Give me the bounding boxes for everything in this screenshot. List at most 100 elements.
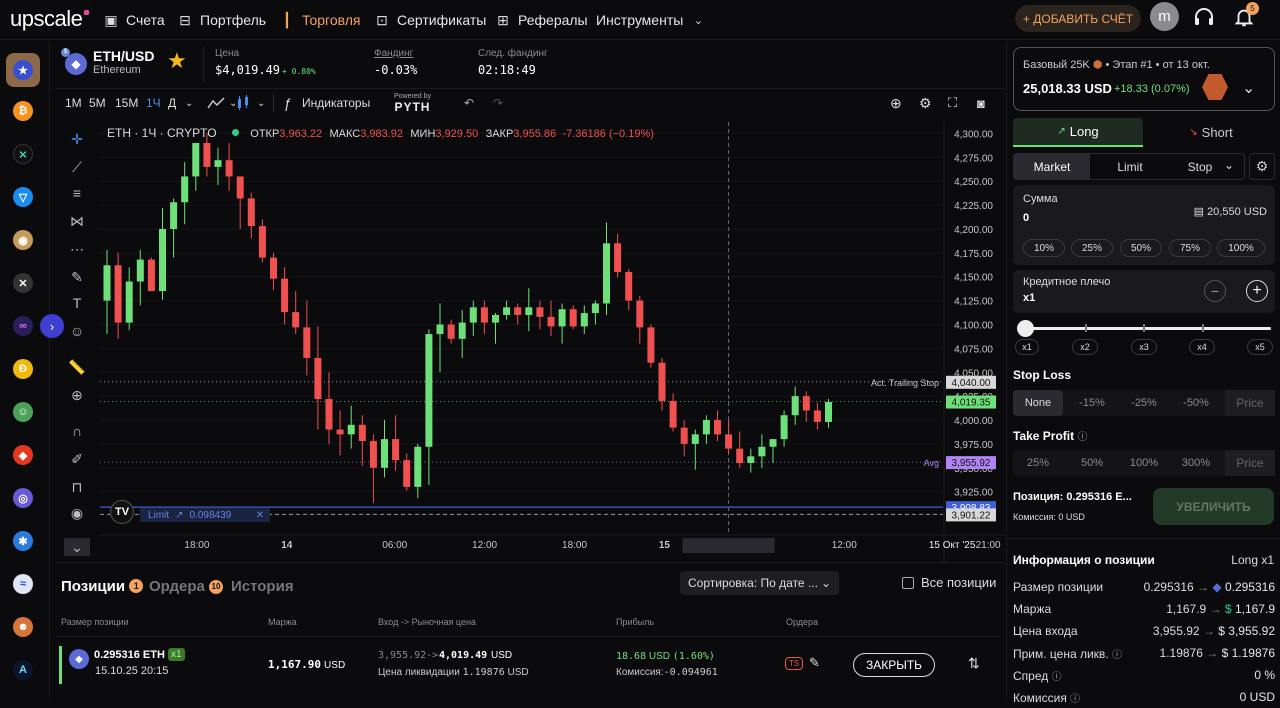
sl-price-input[interactable]: Price (1225, 390, 1275, 416)
crosshair-icon[interactable]: ✛ (71, 130, 83, 147)
emoji-icon[interactable]: ☺ (69, 323, 85, 339)
sl-50-option[interactable]: -50% (1183, 397, 1209, 409)
price-chart[interactable]: 4,300.00 4,275.00 4,250.00 4,225.00 4,200.00… (100, 122, 1235, 562)
order-type-limit[interactable]: Limit (1117, 159, 1143, 174)
all-positions-checkbox[interactable] (902, 577, 914, 589)
leverage-plus-button[interactable]: + (1246, 280, 1268, 302)
fib-lines-icon[interactable]: ≡ (72, 185, 82, 201)
notifications-button[interactable]: 5 (1233, 2, 1259, 29)
chevron-down-icon[interactable]: ⌄ (1242, 80, 1256, 97)
chain-token-icon[interactable]: ◎ (13, 488, 33, 508)
order-type-stop[interactable]: Stop (1187, 159, 1213, 174)
arbitrum-icon[interactable]: A (13, 660, 33, 680)
nav-trading[interactable]: ┃ Торговля (279, 0, 361, 40)
sl-15-option[interactable]: -15% (1079, 397, 1105, 409)
text-tool-icon[interactable]: T (72, 295, 82, 311)
magnet-icon[interactable]: ∩ (71, 423, 83, 439)
sl-25-option[interactable]: -25% (1131, 397, 1157, 409)
nav-tools[interactable]: Инструменты ⌄ (596, 0, 706, 40)
tradingview-logo-icon[interactable]: TV (110, 500, 134, 524)
order-settings-gear-icon[interactable]: ⚙ (1249, 153, 1275, 180)
fullscreen-icon[interactable]: ⛶ (948, 95, 958, 110)
lock-icon[interactable]: ⊓ (71, 478, 83, 495)
pct-25-button[interactable]: 25% (1071, 239, 1113, 257)
leverage-minus-button[interactable]: − (1204, 280, 1226, 302)
candlestick-chart-svg[interactable]: 4,300.00 4,275.00 4,250.00 4,225.00 4,200.00… (100, 122, 1235, 562)
lev-mark-x3[interactable]: x3 (1131, 339, 1157, 355)
face-token-icon[interactable]: ☻ (13, 617, 33, 637)
pct-50-button[interactable]: 50% (1120, 239, 1162, 257)
indicators-icon[interactable]: ƒ (284, 95, 292, 111)
brush-icon[interactable]: ✎ (71, 268, 83, 285)
dog-token-icon[interactable]: ◉ (13, 230, 33, 250)
lev-mark-x4[interactable]: x4 (1189, 339, 1215, 355)
tp-100-option[interactable]: 100% (1129, 457, 1159, 469)
tp-50-option[interactable]: 50% (1080, 457, 1104, 469)
table-row[interactable]: ◆ 0.295316 ETH x1 15.10.25 20:15 1,167.9… (55, 643, 1000, 693)
lev-mark-x1[interactable]: x1 (1015, 339, 1039, 355)
tron-icon[interactable]: ▽ (13, 187, 33, 207)
eye-icon[interactable]: ◉ (70, 504, 84, 521)
zoom-search-icon[interactable]: ⊕ (890, 94, 902, 111)
camera-icon[interactable]: ◙ (977, 95, 985, 111)
nav-accounts[interactable]: ▣ Счета (104, 11, 165, 29)
forecast-icon[interactable]: ⋯ (70, 240, 84, 257)
nav-portfolio[interactable]: ⊟ Портфель (177, 0, 266, 40)
account-card[interactable]: Базовый 25K ⬢ • Этап #1 • от 13 окт. 25,… (1013, 47, 1275, 111)
tp-25-option[interactable]: 25% (1026, 457, 1050, 469)
tab-orders[interactable]: Ордера 10 (149, 578, 223, 595)
stripe-token-icon[interactable]: ≈ (13, 574, 33, 594)
edit-pencil-icon[interactable]: ✎ (809, 655, 820, 670)
limit-order-tag[interactable]: Limit ↗ 0.098439 ✕ (140, 508, 270, 522)
doge-icon[interactable]: Ð (13, 359, 33, 379)
candles-dropdown-icon[interactable]: ⌄ (257, 97, 266, 109)
nav-referrals[interactable]: ⊞ Рефералы (495, 0, 588, 40)
lev-mark-x2[interactable]: x2 (1072, 339, 1098, 355)
favorite-star-icon[interactable]: ★ (167, 48, 187, 73)
trailing-stop-badge[interactable]: TS (785, 657, 804, 670)
line-chart-icon[interactable] (207, 96, 225, 110)
upscale-logo[interactable]: upscale (10, 6, 90, 32)
amount-box[interactable]: Сумма 0 ▤ 20,550 USD 10% 25% 50% 75% 100… (1013, 185, 1275, 265)
position-settings-icon[interactable]: ⇅ (968, 655, 980, 671)
tf-5m[interactable]: 5М (89, 96, 106, 110)
tp-price-input[interactable]: Price (1225, 450, 1275, 476)
increase-button[interactable]: УВЕЛИЧИТЬ (1153, 488, 1274, 525)
nav-certificates[interactable]: ⊡ Сертификаты (374, 0, 486, 40)
lock-pencil-icon[interactable]: ✐ (71, 450, 83, 467)
loop-token-icon[interactable]: ∞ (13, 316, 33, 336)
tf-15m[interactable]: 15М (115, 96, 139, 110)
avatar[interactable]: m (1150, 2, 1179, 31)
candles-type-icon[interactable] (236, 94, 250, 112)
tp-300-option[interactable]: 300% (1181, 457, 1211, 469)
order-type-market[interactable]: Market (1014, 154, 1090, 179)
lev-mark-x5[interactable]: x5 (1247, 339, 1273, 355)
tf-1h[interactable]: 1Ч (146, 96, 161, 110)
x-token-icon[interactable]: ✕ (13, 273, 33, 293)
collapse-tools-icon[interactable]: ⌄ (64, 538, 90, 556)
symbol-pair[interactable]: ETH/USD (93, 48, 155, 64)
gear-token-icon[interactable]: ✱ (13, 531, 33, 551)
pct-75-button[interactable]: 75% (1169, 239, 1211, 257)
shib-icon[interactable]: ◆ (13, 445, 33, 465)
pattern-icon[interactable]: ⋈ (70, 212, 84, 229)
pct-10-button[interactable]: 10% (1023, 239, 1065, 257)
sort-dropdown[interactable]: Сортировка: По дате ... ⌄ (680, 571, 839, 595)
short-tab[interactable]: ↘ Short (1189, 125, 1233, 140)
indicators-button[interactable]: Индикаторы (302, 96, 371, 110)
amount-input[interactable]: 0 (1023, 212, 1030, 224)
zoom-in-icon[interactable]: ⊕ (71, 386, 83, 403)
tab-history[interactable]: История (231, 578, 294, 595)
leverage-slider-handle[interactable] (1017, 320, 1034, 337)
pct-100-button[interactable]: 100% (1217, 239, 1265, 257)
tf-dropdown-icon[interactable]: ⌄ (185, 97, 194, 109)
redo-icon[interactable]: ↷ (493, 96, 504, 110)
settings-gear-icon[interactable]: ⚙ (919, 94, 932, 111)
bitcoin-icon[interactable]: ₿ (13, 101, 33, 121)
long-tab[interactable]: ↗ Long (1013, 118, 1143, 147)
cross-token-icon[interactable]: ⨯ (13, 144, 33, 164)
funding-label[interactable]: Фандинг (374, 48, 414, 59)
tf-1m[interactable]: 1М (65, 96, 82, 110)
expand-watchlist-button[interactable]: › (40, 314, 64, 338)
sl-none-option[interactable]: None (1013, 390, 1063, 416)
